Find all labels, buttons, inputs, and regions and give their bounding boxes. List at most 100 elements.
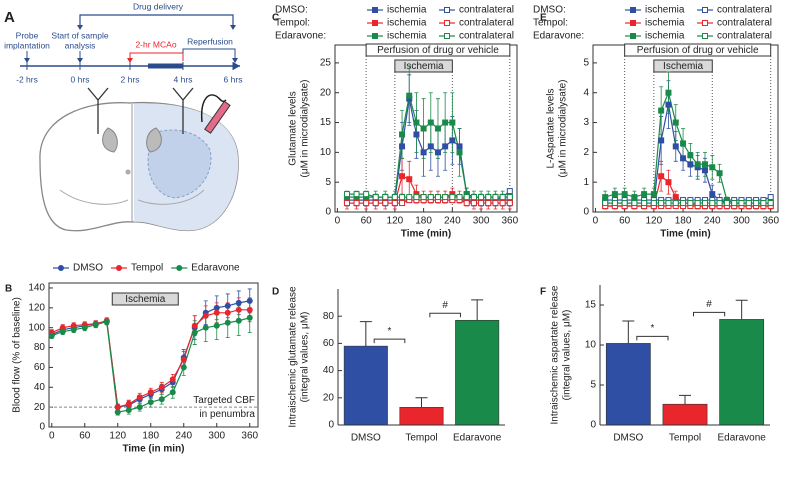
data-point <box>420 149 427 156</box>
span-label: Perfusion of drug or vehicle <box>637 45 759 56</box>
legend-marker <box>444 7 450 13</box>
data-point <box>246 297 253 304</box>
time-ticks <box>26 62 234 70</box>
bar <box>399 407 444 426</box>
span-box <box>624 43 772 57</box>
event-label: Reperfusion <box>187 36 233 46</box>
y-tick-label: 4 <box>583 87 589 98</box>
x-tick-label: 360 <box>241 431 258 442</box>
data-point <box>767 194 774 201</box>
data-point <box>363 200 370 207</box>
data-point <box>716 200 723 207</box>
arrow-head <box>77 25 83 30</box>
y-axis-label: Blood flow (% of baseline) <box>12 297 23 413</box>
time-label: 0 hrs <box>71 74 90 84</box>
arrow-head <box>127 58 133 63</box>
x-tick-label: 300 <box>208 431 225 442</box>
data-point <box>114 409 121 416</box>
data-point <box>48 332 55 339</box>
y-tick-label: 60 <box>323 338 335 349</box>
data-point <box>650 191 657 198</box>
data-point <box>672 200 679 207</box>
data-point <box>449 119 456 126</box>
bar <box>455 319 500 426</box>
bar <box>343 345 388 426</box>
data-point <box>753 200 760 207</box>
y-tick-label: 0 <box>590 420 596 431</box>
legend-label: ischemia <box>387 18 427 29</box>
y-tick-label: 100 <box>28 322 45 333</box>
legend-marker <box>702 33 708 39</box>
legend-label: contralateral <box>459 18 514 29</box>
data-point <box>413 131 420 138</box>
data-point <box>81 324 88 331</box>
arrow-head <box>230 25 236 30</box>
error-bar <box>622 320 635 344</box>
data-point <box>147 399 154 406</box>
y-tick-label: 10 <box>585 340 597 351</box>
bar <box>719 319 765 426</box>
data-point <box>499 194 506 201</box>
data-point <box>136 404 143 411</box>
reference-label: Targeted CBF <box>193 395 255 406</box>
data-point <box>641 191 648 198</box>
y-tick-label: 1 <box>583 177 589 188</box>
data-point <box>665 200 672 207</box>
data-point <box>658 173 665 180</box>
legend-label: contralateral <box>459 31 514 42</box>
data-point <box>621 200 628 207</box>
x-tick-label: 180 <box>415 216 432 227</box>
data-point <box>687 161 694 168</box>
y-axis-label: L-Aspartate levels <box>546 88 557 168</box>
significance-label: * <box>650 323 654 334</box>
panel-letter: E <box>540 13 547 24</box>
data-point <box>169 376 176 383</box>
series-line <box>346 193 510 198</box>
span-label: Ischemia <box>125 294 165 305</box>
data-point <box>672 143 679 150</box>
legend-label: contralateral <box>717 18 772 29</box>
error-bar <box>735 299 748 320</box>
x-tick-label: 60 <box>619 216 631 227</box>
data-point <box>456 143 463 150</box>
legend-label: contralateral <box>717 31 772 42</box>
data-point <box>202 312 209 319</box>
data-point <box>399 194 406 201</box>
data-point <box>427 194 434 201</box>
data-point <box>723 200 730 207</box>
x-axis-label: Time (min) <box>660 229 710 240</box>
legend-label: ischemia <box>387 31 427 42</box>
data-point <box>399 143 406 150</box>
error-bar <box>471 299 484 321</box>
legend-label: contralateral <box>459 5 514 16</box>
data-point <box>449 194 456 201</box>
data-point <box>406 92 413 99</box>
data-point <box>506 188 513 195</box>
data-point <box>406 194 413 201</box>
data-point <box>420 125 427 132</box>
data-point <box>202 324 209 331</box>
y-tick-label: 0 <box>39 422 45 433</box>
data-point <box>680 155 687 162</box>
x-axis-label: Time (min) <box>401 229 451 240</box>
span-label: Ischemia <box>663 61 703 72</box>
significance-bracket <box>429 312 461 318</box>
error-bar <box>359 321 372 347</box>
x-tick-label: 360 <box>501 216 518 227</box>
y-tick-label: 20 <box>34 402 46 413</box>
data-point <box>658 107 665 114</box>
data-point <box>191 329 198 336</box>
y-tick-label: 3 <box>583 117 589 128</box>
data-point <box>478 194 485 201</box>
data-point <box>434 194 441 201</box>
y-axis-label: (integral values, μM) <box>562 310 573 401</box>
data-point <box>353 200 360 207</box>
arrow-head <box>77 58 83 63</box>
data-point <box>224 309 231 316</box>
x-tick-label: Tempol <box>669 433 701 444</box>
data-point <box>391 200 398 207</box>
data-point <box>213 322 220 329</box>
data-point <box>180 364 187 371</box>
y-axis-label: Glutamate levels <box>288 91 299 165</box>
timeline: A -2 hrs 0 hrs 2 hrs 4 hrs 6 hrs Probe i… <box>4 1 242 84</box>
